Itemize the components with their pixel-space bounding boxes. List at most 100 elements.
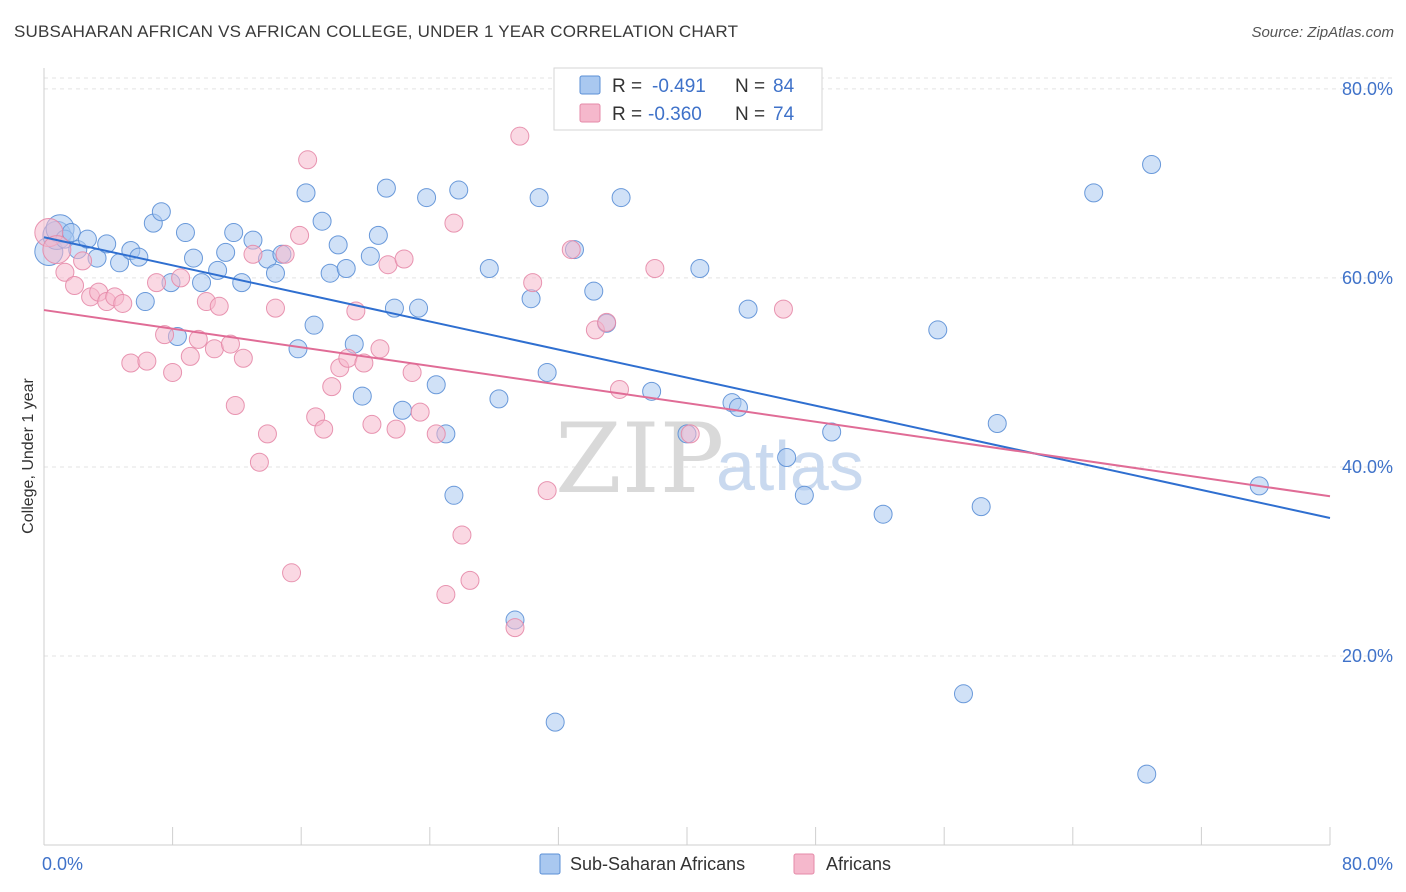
- watermark-zip: ZIP: [555, 403, 724, 515]
- africans-point: [378, 255, 398, 275]
- sub-saharan-point: [409, 298, 429, 318]
- sub-saharan-point: [224, 223, 244, 243]
- africans-point: [225, 396, 245, 416]
- sub-saharan-point: [216, 242, 236, 262]
- axes: [43, 68, 1331, 846]
- y-tick-label: 20.0%: [1342, 646, 1393, 666]
- y-tick-label: 40.0%: [1342, 457, 1393, 477]
- africans-point: [243, 244, 263, 264]
- sub-saharan-point: [135, 292, 155, 312]
- sub-saharan-point: [545, 712, 565, 732]
- africans-point: [113, 293, 133, 313]
- watermark: ZIP atlas: [555, 403, 864, 515]
- sub-saharan-point: [449, 180, 469, 200]
- sub-saharan-point: [328, 235, 348, 255]
- legend-r-label-2: R =: [612, 104, 642, 125]
- x-tick-label-min: 0.0%: [42, 854, 83, 874]
- sub-saharan-point: [417, 188, 437, 208]
- africans-point: [298, 150, 318, 170]
- africans-point: [362, 414, 382, 434]
- africans-point: [73, 251, 93, 271]
- africans-point: [314, 419, 334, 439]
- sub-saharan-point: [426, 375, 446, 395]
- africans-point: [249, 452, 269, 472]
- africans-point: [510, 126, 530, 146]
- legend-n-value-1: 84: [773, 76, 795, 97]
- africans-point: [773, 299, 793, 319]
- africans-point: [155, 325, 175, 345]
- sub-saharan-point: [521, 289, 541, 309]
- sub-saharan-point: [183, 248, 203, 268]
- africans-point: [609, 379, 629, 399]
- africans-point: [171, 268, 191, 288]
- legend-n-label-2: N =: [735, 104, 765, 125]
- africans-point: [282, 563, 302, 583]
- sub-saharan-point: [376, 178, 396, 198]
- sub-saharan-point: [928, 320, 948, 340]
- africans-point: [137, 351, 157, 371]
- africans-point: [338, 348, 358, 368]
- africans-point: [275, 244, 295, 264]
- africans-point: [265, 298, 285, 318]
- sub-saharan-point: [611, 188, 631, 208]
- sub-saharan-point: [1142, 155, 1162, 175]
- africans-point: [290, 225, 310, 245]
- bottom-legend-label-blue: Sub-Saharan Africans: [570, 854, 745, 874]
- series-africans-points: [34, 126, 793, 638]
- legend-swatch-pink: [579, 103, 601, 123]
- sub-saharan-point: [192, 273, 212, 293]
- sub-saharan-point: [265, 263, 285, 283]
- y-axis-label: College, Under 1 year: [20, 378, 37, 534]
- legend-r-label-1: R =: [612, 76, 642, 97]
- sub-saharan-point: [77, 229, 97, 249]
- africans-point: [402, 362, 422, 382]
- sub-saharan-point: [97, 234, 117, 254]
- sub-saharan-point: [479, 258, 499, 278]
- sub-saharan-point: [1084, 183, 1104, 203]
- africans-point: [55, 262, 75, 282]
- bottom-legend-label-pink: Africans: [826, 854, 891, 874]
- africans-point: [370, 339, 390, 359]
- bottom-legend-swatch-pink: [793, 853, 815, 875]
- sub-saharan-point: [175, 223, 195, 243]
- sub-saharan-point: [822, 422, 842, 442]
- sub-saharan-point: [312, 211, 332, 231]
- trend-line-sub-saharan: [43, 236, 1331, 519]
- sub-saharan-point: [320, 263, 340, 283]
- africans-point: [645, 258, 665, 278]
- sub-saharan-point: [392, 400, 412, 420]
- africans-point: [386, 419, 406, 439]
- africans-point: [680, 424, 700, 444]
- series-legend: Sub-Saharan Africans Africans: [539, 853, 891, 875]
- sub-saharan-point: [304, 315, 324, 335]
- y-tick-labels: 20.0% 40.0% 60.0% 80.0%: [1342, 79, 1393, 666]
- africans-point: [426, 424, 446, 444]
- africans-point: [537, 481, 557, 501]
- africans-point: [394, 249, 414, 269]
- legend-n-value-2: 74: [773, 104, 795, 125]
- africans-point: [65, 275, 85, 295]
- sub-saharan-point: [953, 684, 973, 704]
- sub-saharan-point: [288, 339, 308, 359]
- africans-point: [147, 273, 167, 293]
- africans-point: [121, 353, 141, 373]
- correlation-legend: R = -0.491 N = 84 R = -0.360 N = 74: [553, 67, 823, 131]
- africans-point: [257, 424, 277, 444]
- africans-point: [354, 353, 374, 373]
- sub-saharan-point: [489, 389, 509, 409]
- sub-saharan-point: [296, 183, 316, 203]
- trend-lines: [43, 236, 1331, 519]
- sub-saharan-point: [336, 258, 356, 278]
- africans-point: [209, 296, 229, 316]
- sub-saharan-point: [529, 188, 549, 208]
- africans-point: [163, 362, 183, 382]
- sub-saharan-point: [537, 362, 557, 382]
- africans-point: [523, 273, 543, 293]
- y-tick-label: 60.0%: [1342, 268, 1393, 288]
- africans-point: [436, 585, 456, 605]
- legend-n-label-1: N =: [735, 76, 765, 97]
- sub-saharan-point: [971, 497, 991, 517]
- sub-saharan-point: [728, 397, 748, 417]
- sub-saharan-point: [1137, 764, 1157, 784]
